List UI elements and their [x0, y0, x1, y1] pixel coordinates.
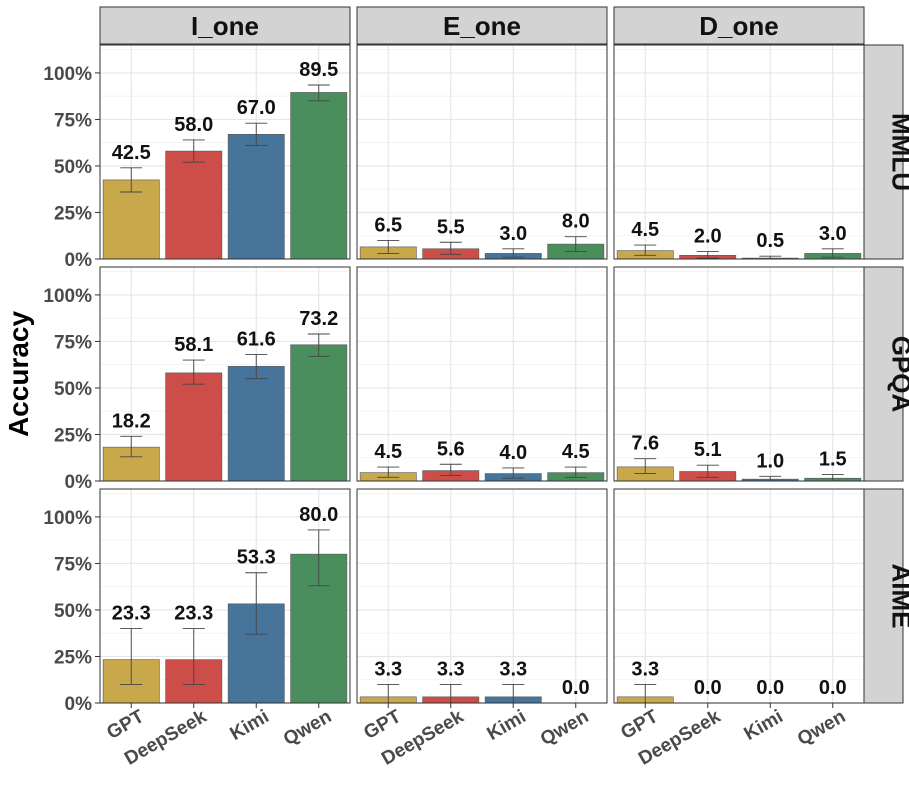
- bar-deepseek: [165, 372, 223, 482]
- y-tick-label: 75%: [54, 332, 92, 353]
- facet-strip-label: D_one: [699, 11, 778, 41]
- panel-background: [357, 489, 607, 703]
- y-tick-label: 50%: [54, 601, 92, 622]
- bar-value-label: 3.0: [499, 223, 527, 245]
- bar-value-label: 58.1: [174, 334, 213, 356]
- x-tick-label: GPT: [617, 706, 662, 744]
- bar-value-label: 42.5: [112, 142, 151, 164]
- bar-value-label: 5.5: [437, 216, 465, 238]
- bar-value-label: 2.0: [694, 226, 722, 248]
- bar-value-label: 18.2: [112, 410, 151, 432]
- bar-value-label: 89.5: [299, 59, 338, 81]
- panel-background: [614, 489, 864, 703]
- panel-border: [356, 488, 608, 704]
- bar-value-label: 0.0: [819, 677, 847, 699]
- y-tick-label: 0%: [65, 472, 93, 493]
- bar-kimi: [227, 366, 285, 482]
- y-tick-label: 0%: [65, 694, 93, 715]
- facet-strip-D_one: [613, 6, 865, 45]
- facet-strip-label: AIME: [887, 564, 909, 629]
- panel-background: [614, 45, 864, 259]
- y-axis-title: Accuracy: [3, 311, 34, 438]
- facet-strip-E_one: [356, 6, 608, 45]
- bar-value-label: 4.5: [631, 219, 659, 241]
- bar-value-label: 4.5: [562, 441, 590, 463]
- bar-value-label: 61.6: [237, 328, 276, 350]
- bar-value-label: 58.0: [174, 114, 213, 136]
- y-tick-label: 75%: [54, 554, 92, 575]
- panel-background: [614, 267, 864, 481]
- x-tick-label: Qwen: [537, 706, 592, 750]
- bar-value-label: 5.1: [694, 439, 722, 461]
- bar-value-label: 73.2: [299, 308, 338, 330]
- bar-value-label: 5.6: [437, 438, 465, 460]
- y-tick-label: 100%: [43, 508, 92, 529]
- panel-border: [613, 266, 865, 482]
- bar-value-label: 23.3: [112, 603, 151, 625]
- bar-value-label: 3.0: [819, 223, 847, 245]
- bar-value-label: 0.0: [694, 677, 722, 699]
- y-tick-label: 25%: [54, 203, 92, 224]
- bar-value-label: 3.3: [374, 658, 402, 680]
- x-tick-label: Kimi: [741, 706, 787, 745]
- y-tick-label: 0%: [65, 250, 93, 271]
- panel-border: [356, 266, 608, 482]
- bar-value-label: 1.0: [756, 450, 784, 472]
- y-tick-label: 25%: [54, 647, 92, 668]
- facet-strip-AIME: [863, 488, 904, 704]
- x-tick-label: GPT: [103, 706, 148, 744]
- x-tick-label: Qwen: [794, 706, 849, 750]
- panel-background: [357, 45, 607, 259]
- facet-strip-label: MMLU: [887, 113, 909, 191]
- bar-value-label: 80.0: [299, 504, 338, 526]
- y-tick-label: 25%: [54, 425, 92, 446]
- panel-border: [99, 266, 351, 482]
- y-tick-label: 50%: [54, 157, 92, 178]
- panel-border: [613, 488, 865, 704]
- panel-border: [99, 488, 351, 704]
- facet-strip-I_one: [99, 6, 351, 45]
- bar-value-label: 1.5: [819, 448, 847, 470]
- bar-value-label: 3.3: [499, 658, 527, 680]
- y-tick-label: 100%: [43, 286, 92, 307]
- bar-value-label: 4.0: [499, 442, 527, 464]
- bar-qwen: [290, 344, 348, 482]
- facet-strip-GPQA: [863, 266, 904, 482]
- panel-background: [357, 267, 607, 481]
- bar-value-label: 0.5: [756, 230, 784, 252]
- facet-strip-label: GPQA: [887, 336, 909, 413]
- panel-border: [356, 44, 608, 260]
- bar-value-label: 0.0: [756, 677, 784, 699]
- bar-value-label: 3.3: [437, 658, 465, 680]
- facet-strip-label: E_one: [443, 11, 521, 41]
- bar-value-label: 3.3: [631, 658, 659, 680]
- bar-value-label: 67.0: [237, 97, 276, 119]
- bar-value-label: 0.0: [562, 677, 590, 699]
- bar-value-label: 7.6: [631, 433, 659, 455]
- x-tick-label: GPT: [360, 706, 405, 744]
- y-tick-label: 50%: [54, 379, 92, 400]
- bar-value-label: 53.3: [237, 547, 276, 569]
- panel-border: [99, 44, 351, 260]
- x-tick-label: Kimi: [227, 706, 273, 745]
- panel-border: [613, 44, 865, 260]
- bar-qwen: [290, 92, 348, 260]
- bar-value-label: 6.5: [374, 214, 402, 236]
- y-tick-label: 75%: [54, 110, 92, 131]
- x-tick-label: Kimi: [484, 706, 530, 745]
- y-tick-label: 100%: [43, 64, 92, 85]
- bar-value-label: 8.0: [562, 211, 590, 233]
- facet-strip-MMLU: [863, 44, 904, 260]
- bar-deepseek: [165, 150, 223, 260]
- bar-value-label: 23.3: [174, 603, 213, 625]
- bar-value-label: 4.5: [374, 441, 402, 463]
- facet-strip-label: I_one: [191, 11, 259, 41]
- x-tick-label: Qwen: [280, 706, 335, 750]
- bar-kimi: [227, 134, 285, 260]
